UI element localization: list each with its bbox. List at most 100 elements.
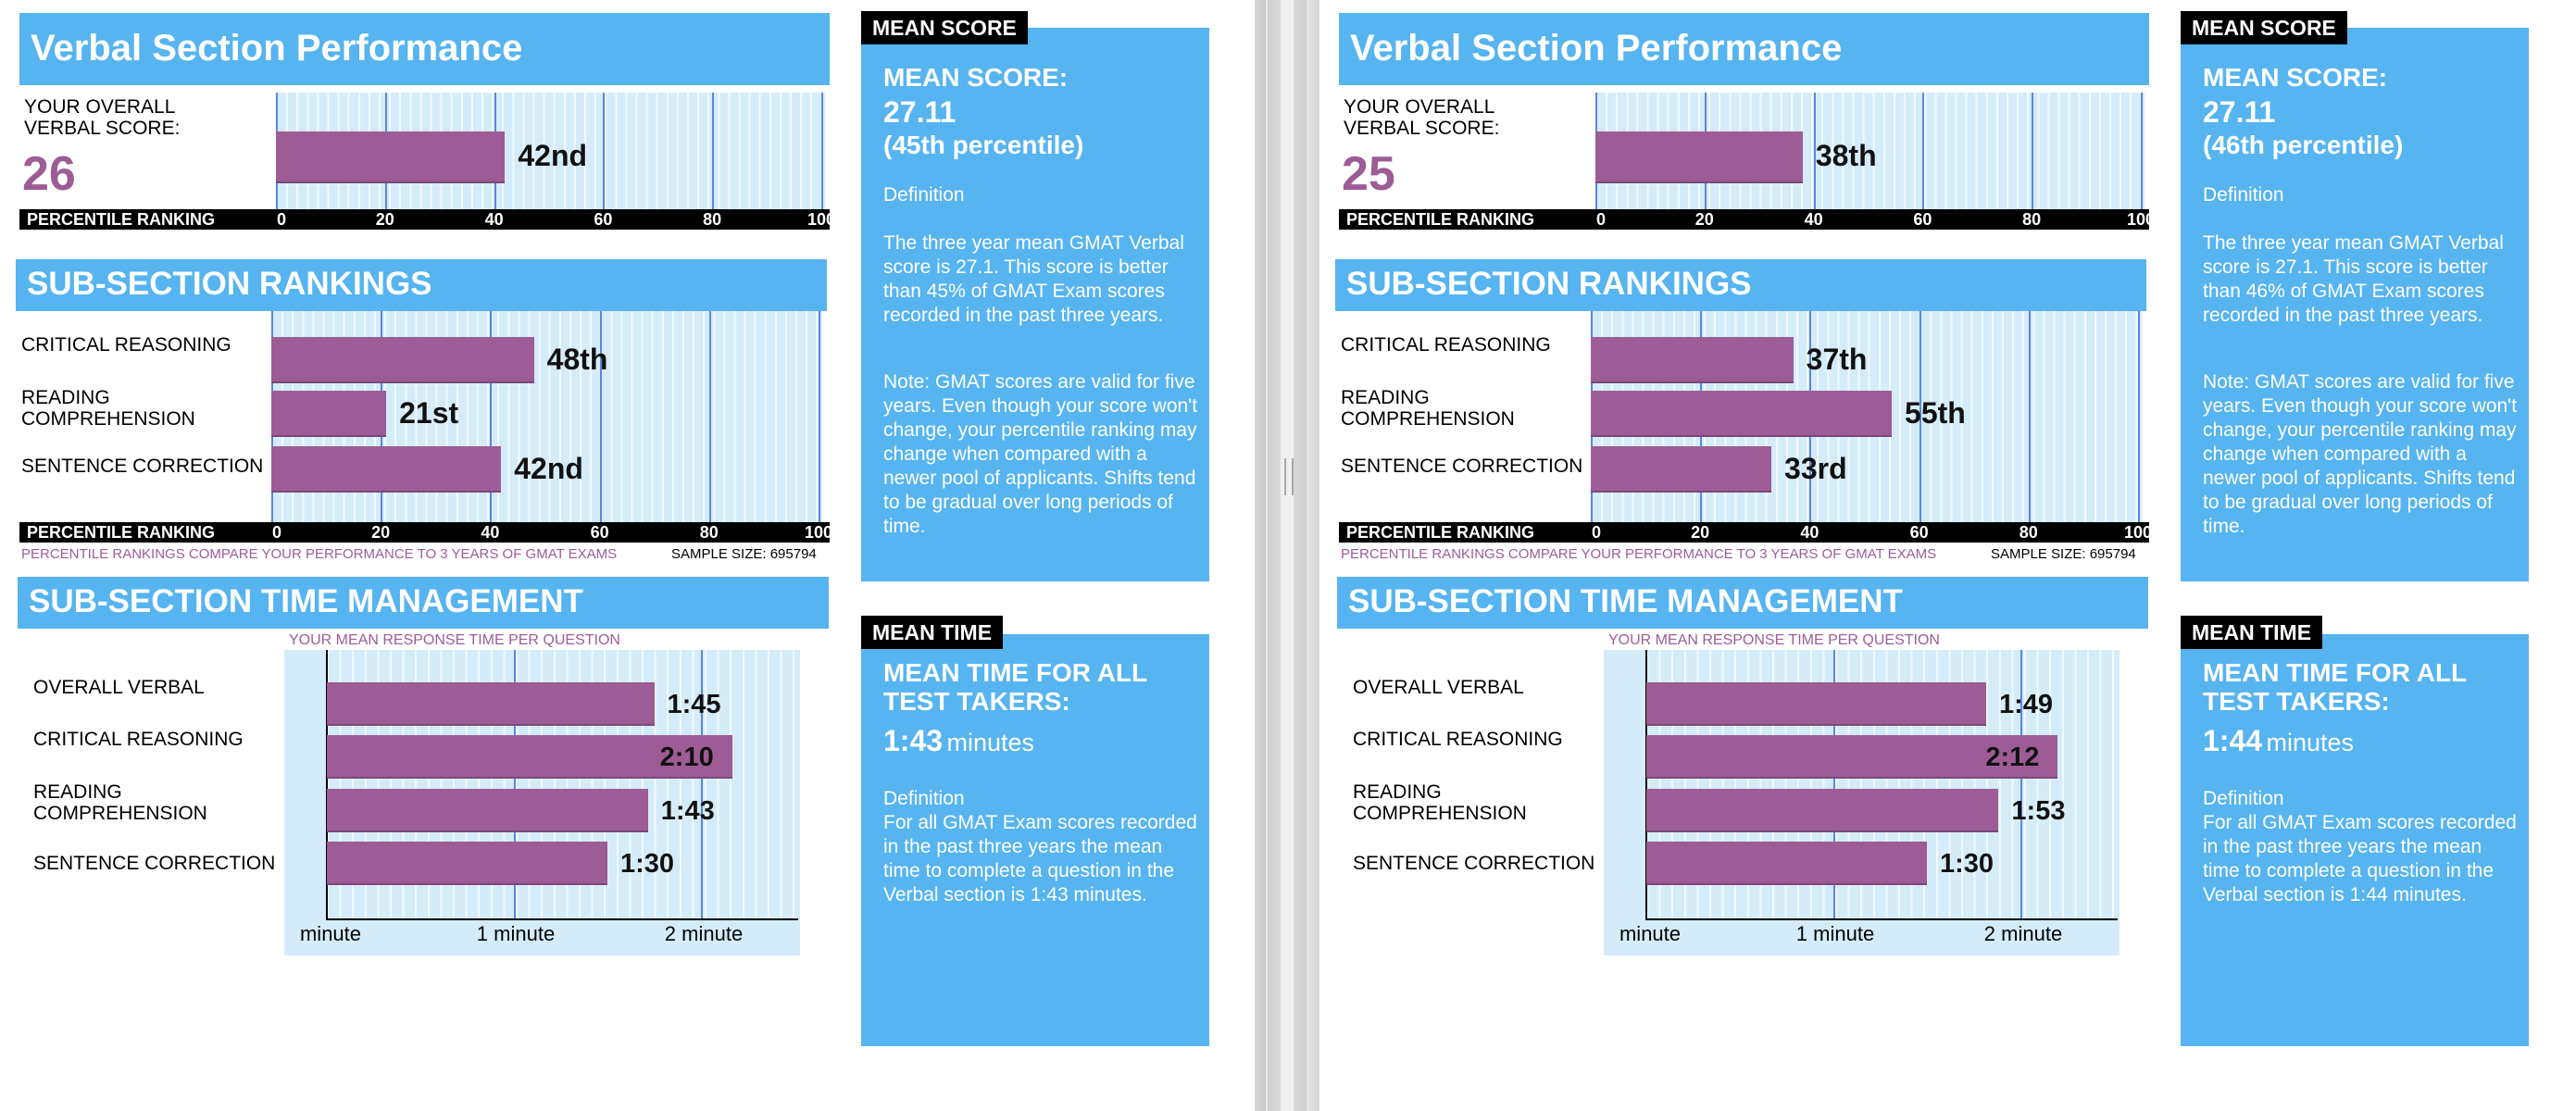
gridline <box>821 93 823 209</box>
mean-time-unit: minutes <box>2266 729 2355 756</box>
subsection-bar-critical-reasoning <box>271 337 534 381</box>
percentile-scale-title: PERCENTILE RANKING <box>27 523 216 542</box>
gridline <box>2138 311 2140 522</box>
time-caption: YOUR MEAN RESPONSE TIME PER QUESTION <box>289 632 620 648</box>
time-bar-overall-verbal <box>1646 682 1986 724</box>
subsection-name: CRITICAL REASONING <box>1341 334 1551 356</box>
percentile-tick: 100 <box>2123 523 2153 542</box>
mean-score-panel: MEAN SCORE: 27.11 (45th percentile) Defi… <box>861 28 1209 581</box>
subsection-label-reading-comprehension: 55th <box>1905 396 1966 430</box>
percentile-tick: 20 <box>1694 210 1714 229</box>
mean-score-value: 27.11 <box>883 95 957 129</box>
time-label-sentence-correction: 1:30 <box>620 849 675 879</box>
overall-percentile-bar <box>276 131 506 181</box>
mean-time-value: 1:44 <box>2203 724 2263 757</box>
mean-score-definition: The three year mean GMAT Verbal score is… <box>883 232 1184 326</box>
time-bar-reading-comprehension <box>1646 789 1999 830</box>
time-label-reading-comprehension: 1:43 <box>660 796 715 826</box>
percentile-tick: 60 <box>594 210 613 229</box>
mean-time-tag: MEAN TIME <box>861 616 1004 649</box>
time-name: CRITICAL REASONING <box>33 729 244 750</box>
gridline <box>2032 93 2034 209</box>
percentile-tick: 20 <box>1691 523 1710 542</box>
overall-score-value: 26 <box>22 147 76 201</box>
time-name: OVERALL VERBAL <box>1353 677 1524 698</box>
time-gridline <box>514 650 516 918</box>
subsection-rankings-plot: 48th 21st 42nd <box>271 311 822 522</box>
subsection-label-critical-reasoning: 37th <box>1806 343 1868 376</box>
percentile-tick: 60 <box>1913 210 1932 229</box>
time-bar-critical-reasoning <box>1646 735 2058 777</box>
pane-splitter[interactable] <box>1255 0 1319 1111</box>
time-bar-sentence-correction <box>1646 842 1927 883</box>
percentile-tick: 60 <box>1909 523 1929 542</box>
gridline <box>490 311 493 522</box>
time-tick: 2 minute <box>664 922 744 945</box>
time-tick: minute <box>299 922 362 945</box>
time-bar-reading-comprehension <box>327 789 648 830</box>
mean-score-value: 27.11 <box>2203 95 2276 129</box>
subsection-name: READING COMPREHENSION <box>21 387 195 430</box>
subsection-name: CRITICAL REASONING <box>21 334 231 356</box>
percentile-tick: 40 <box>484 210 504 229</box>
time-axis-vertical <box>1645 650 1647 918</box>
mean-score-heading: MEAN SCORE: <box>2203 63 2388 92</box>
mean-time-tag: MEAN TIME <box>2181 616 2323 649</box>
percentile-tick: 0 <box>1595 210 1607 229</box>
percentile-tick: 80 <box>703 210 722 229</box>
percentile-tick: 80 <box>2019 523 2038 542</box>
splitter-grip[interactable] <box>1284 458 1294 495</box>
time-tick: 2 minute <box>1983 922 2063 945</box>
gridline <box>603 93 606 209</box>
overall-percentile-label: 42nd <box>518 139 588 172</box>
percentile-tick: 100 <box>2126 210 2156 229</box>
mean-score-note: Note: GMAT scores are valid for five yea… <box>2203 371 2518 537</box>
percentile-tick: 0 <box>276 210 287 229</box>
time-name: SENTENCE CORRECTION <box>33 853 276 874</box>
subsection-label-sentence-correction: 33rd <box>1784 452 1847 485</box>
time-label-overall-verbal: 1:45 <box>667 690 721 719</box>
mean-time-definition: For all GMAT Exam scores recorded in the… <box>2203 812 2517 905</box>
plot-grid <box>276 93 825 209</box>
time-name: SENTENCE CORRECTION <box>1353 853 1595 874</box>
mean-score-tag: MEAN SCORE <box>861 11 1028 44</box>
subsection-bar-sentence-correction <box>271 446 502 491</box>
percentile-tick: 80 <box>2022 210 2042 229</box>
percentile-scale-title: PERCENTILE RANKING <box>27 210 216 229</box>
subsection-name: SENTENCE CORRECTION <box>21 456 264 477</box>
percentile-scale-bar: PERCENTILE RANKING 0 20 40 60 80 100 <box>19 209 835 230</box>
time-name: CRITICAL REASONING <box>1353 729 1563 750</box>
percentile-tick: 100 <box>804 523 833 542</box>
percentile-tick: 40 <box>1800 523 1819 542</box>
time-axis <box>326 918 798 920</box>
mean-score-tag: MEAN SCORE <box>2181 11 2347 44</box>
gridline <box>2028 311 2031 522</box>
time-gridline <box>701 650 703 918</box>
subsection-bar-critical-reasoning <box>1591 337 1794 381</box>
mean-time-value: 1:43 <box>883 724 944 757</box>
time-caption: YOUR MEAN RESPONSE TIME PER QUESTION <box>1608 632 1940 648</box>
percentile-footnote: PERCENTILE RANKINGS COMPARE YOUR PERFORM… <box>1341 546 1937 562</box>
report-pane-right[interactable]: Verbal Section Performance YOUR OVERALL … <box>1319 0 2574 1111</box>
mean-score-heading: MEAN SCORE: <box>883 63 1069 92</box>
time-axis <box>1645 918 2118 920</box>
percentile-tick: 20 <box>371 523 391 542</box>
section-title: Verbal Section Performance <box>1339 13 2149 85</box>
percentile-scale-title: PERCENTILE RANKING <box>1346 210 1535 229</box>
time-tick: 1 minute <box>476 922 556 945</box>
report-pane-left[interactable]: Verbal Section Performance YOUR OVERALL … <box>0 0 1255 1111</box>
percentile-scale-title: PERCENTILE RANKING <box>1346 523 1535 542</box>
gridline <box>599 311 602 522</box>
mean-time-definition-label: Definition <box>2203 788 2284 809</box>
overall-percentile-plot: 42nd <box>276 93 825 209</box>
subsection-bar-reading-comprehension <box>271 391 387 435</box>
gridline <box>708 311 711 522</box>
gridline <box>1813 93 1816 209</box>
mean-score-definition-label: Definition <box>883 184 965 206</box>
time-name: OVERALL VERBAL <box>33 677 205 698</box>
time-management-plot: 1:49 2:12 1:53 1:30 minute 1 minute 2 mi… <box>1604 650 2120 955</box>
subsection-label-reading-comprehension: 21st <box>399 396 459 430</box>
percentile-footnote: PERCENTILE RANKINGS COMPARE YOUR PERFORM… <box>21 546 618 562</box>
percentile-scale-bar: PERCENTILE RANKING 0 20 40 60 80 100 <box>1339 522 2153 543</box>
time-label-sentence-correction: 1:30 <box>1940 849 1995 879</box>
